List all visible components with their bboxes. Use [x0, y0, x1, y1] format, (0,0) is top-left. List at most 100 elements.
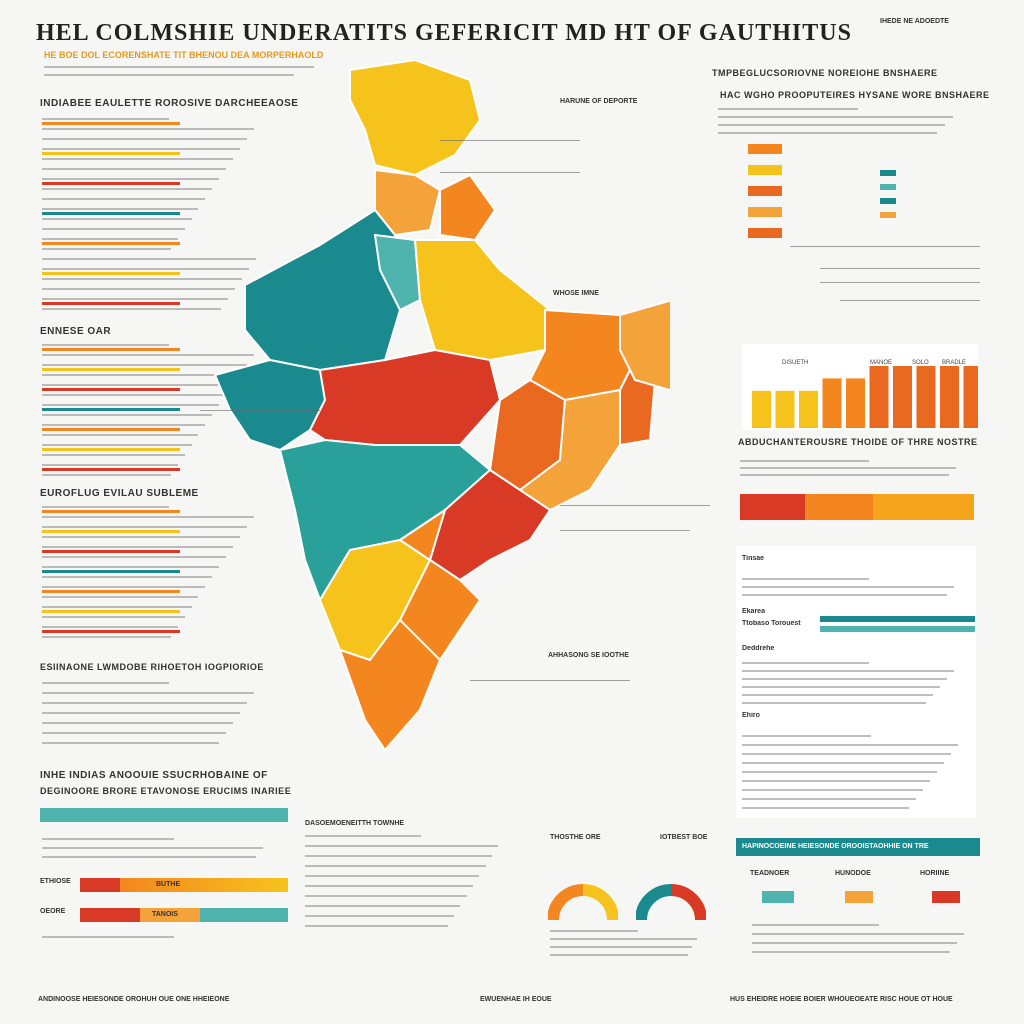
bar-8 [940, 366, 959, 428]
legend-swatch [880, 184, 896, 190]
bottom-right-legend: TEADNOER HUNODOE HORIINE [750, 870, 980, 903]
text-line [42, 566, 219, 568]
text-line [742, 694, 933, 696]
text-line [42, 434, 198, 436]
text-line [42, 208, 198, 210]
map-region-rajasthan [244, 208, 402, 372]
map-region-north [349, 60, 482, 177]
text-line [42, 128, 254, 130]
text-line [550, 938, 697, 940]
text-line [42, 384, 233, 386]
right-bar-panel: DISUETH MANOE SOLO BRADLE [742, 344, 983, 430]
right-bar-chart: DISUETH MANOE SOLO BRADLE [752, 360, 983, 428]
accent-line [42, 272, 180, 275]
map-leader-line [560, 530, 690, 531]
bottom-left-heading-1: INHE INDIAS ANOOUIE SSUCRHOBAINE OF [40, 770, 268, 781]
accent-line [42, 348, 180, 351]
text-line [42, 404, 219, 406]
left-section-heading: INDIABEE EAULETTE ROROSIVE DARCHEEAOSE [40, 98, 299, 109]
text-line [42, 516, 254, 518]
legend-swatch [748, 165, 782, 175]
stacked-segment-red [740, 494, 805, 520]
accent-line [42, 590, 180, 593]
left-section-1: INDIABEE EAULETTE ROROSIVE DARCHEEAOSE [40, 98, 299, 109]
text-line [305, 855, 492, 857]
text-line [42, 616, 185, 618]
accent-line [42, 550, 180, 553]
bottom-right-banner: HAPINOCOEINE HEIESONDE OROOISTAOHHIE ON … [736, 838, 980, 856]
text-line [42, 838, 174, 840]
text-line [42, 626, 178, 628]
text-line [305, 875, 479, 877]
accent-line [42, 368, 180, 371]
bar-5 [869, 366, 889, 428]
text-line [550, 946, 692, 948]
right-panel-text-block [740, 460, 975, 482]
bottom-left-teal-bar [40, 808, 288, 822]
map-region-gujarat [213, 358, 327, 452]
accent-line [42, 630, 180, 633]
page-subtitle: HE BOE DOL ECORENSHATE TIT BHENOU DEA MO… [44, 50, 324, 60]
right-leader-line [820, 282, 980, 283]
stacked-segment-yellow [873, 494, 974, 520]
bar-4 [846, 378, 865, 428]
legend-swatch [748, 207, 782, 217]
text-line [42, 556, 226, 558]
text-line [742, 753, 951, 755]
bar-3 [822, 378, 842, 428]
text-line [42, 148, 240, 150]
page-title: HEL COLMSHIE UNDERATITS GEFERICIT MD HT … [36, 20, 852, 46]
right-progress-bar-teal [820, 616, 975, 622]
stacked-segment-orange [805, 494, 873, 520]
text-line [42, 298, 228, 300]
donut-left-label: THOSTHE ORE [550, 834, 601, 841]
text-line [42, 454, 185, 456]
text-line [42, 606, 192, 608]
bottom-right-text-block [752, 924, 982, 960]
text-line [718, 108, 858, 110]
map-region-northeast [619, 299, 670, 392]
text-line [42, 464, 178, 466]
text-line [742, 789, 923, 791]
bottom-left-row-label-2: OEORE [40, 908, 66, 915]
footer-center: EWUENHAE IH EOUE [480, 996, 552, 1003]
text-line [42, 178, 219, 180]
text-line [42, 374, 240, 376]
text-line [42, 596, 198, 598]
map-region-uttarakhand [439, 173, 497, 242]
bar-segment-red [80, 908, 140, 922]
bar-label-0: DISUETH [782, 360, 808, 366]
bar-label-2: TANOIS [152, 911, 178, 918]
bottom-left-row-label-1: ETHIOSE [40, 878, 71, 885]
text-line [550, 930, 638, 932]
legend-swatch [880, 212, 896, 218]
bar-0 [752, 390, 771, 428]
text-line [42, 742, 219, 744]
text-line [752, 951, 950, 953]
corner-label: IHEDE NE ADOEDTE [880, 18, 949, 25]
right-panel-label-a: Tinsae [742, 555, 765, 562]
text-line [42, 722, 233, 724]
map-callout-south: AHHASONG SE IOOTHE [548, 652, 629, 659]
text-line [42, 506, 169, 508]
map-leader-line [200, 410, 320, 411]
right-panel-label-c: Deddrehe [742, 645, 775, 652]
donut-right-arc-1 [636, 884, 672, 921]
right-lower-text-block [742, 662, 972, 712]
india-map [213, 60, 670, 752]
text-line [305, 925, 448, 927]
text-line [742, 780, 930, 782]
bottom-left-text-block [42, 936, 282, 946]
text-line [305, 905, 460, 907]
left-section-text-block [42, 344, 272, 484]
accent-line [42, 570, 180, 573]
text-line [42, 444, 192, 446]
accent-line [42, 510, 180, 513]
right-top-legend [748, 144, 782, 238]
text-line [42, 536, 240, 538]
legend-swatch [880, 198, 896, 204]
right-panel-heading: ABDUCHANTEROUSRE THOIDE OF THRE NOSTRE [738, 437, 978, 447]
map-leader-line [440, 140, 580, 141]
text-line [42, 188, 212, 190]
text-line [42, 278, 242, 280]
